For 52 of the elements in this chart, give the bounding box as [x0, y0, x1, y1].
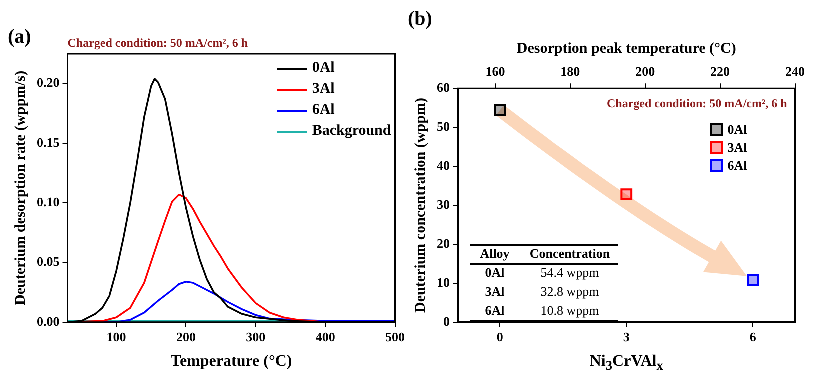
x-tick-label: 500 [386, 330, 405, 345]
y-tick-label: 60 [437, 80, 450, 95]
x-tick-label: 0 [496, 330, 504, 345]
chart-title: (a) [8, 26, 32, 48]
annotation: 6Al [485, 303, 506, 318]
text: Charged condition: 50 mA/cm², 6 h [68, 36, 248, 50]
x2-tick-label: 220 [710, 64, 730, 80]
legend-label: 0Al [728, 120, 748, 139]
x-tick-label: 3 [623, 330, 630, 345]
point [747, 274, 760, 286]
legend-label: 6Al [312, 101, 335, 120]
y-tick-label: 10 [437, 274, 450, 290]
x-tick-label: 400 [316, 330, 336, 345]
x2-tick-label: 200 [636, 64, 656, 80]
annotation: Charged condition: 50 mA/cm², 6 h [606, 96, 788, 111]
point [620, 188, 633, 201]
y-tick-label: 0 [444, 314, 450, 329]
legend-label: Background [312, 122, 392, 141]
point [494, 104, 506, 116]
y-tick-label: 50 [437, 118, 450, 134]
x2-tick-label: 240 [786, 64, 805, 80]
y-tick-label: 0.20 [37, 75, 60, 90]
legend-label: 3Al [728, 138, 748, 157]
chart-title: (b) [408, 8, 432, 30]
y-axis-title: Deuterium concentration (wppm) [412, 98, 429, 313]
annotation: Alloy [480, 246, 510, 262]
x-axis-title: Ni$_{3}$CrVAl$_{x}$ [588, 353, 664, 374]
annotation: 54.4 wppm [540, 265, 600, 280]
y-tick-label: 0.05 [37, 254, 60, 270]
y-tick-label: 40 [437, 158, 450, 173]
x-tick-label: 100 [106, 330, 126, 345]
annotation: 0Al [485, 265, 506, 280]
y-tick-label: 0.10 [37, 194, 60, 210]
annotation: 3Al [485, 284, 506, 300]
legend-label: 3Al [312, 80, 335, 99]
legend-label: 6Al [728, 156, 748, 175]
x-tick-label: 300 [246, 330, 266, 345]
y-axis-title: Deuterium desorption rate (wppm/s) [12, 70, 29, 306]
annotation: Concentration [530, 246, 611, 262]
x-tick-label: 6 [750, 330, 757, 345]
x-axis-title: Temperature (°C) [170, 353, 294, 371]
y-tick-label: 0.15 [37, 134, 60, 150]
annotation: 32.8 wppm [540, 284, 600, 300]
x2-axis-title: Desorption peak temperature (°C) [516, 40, 736, 57]
y-tick-label: 20 [437, 236, 450, 251]
x-tick-label: 200 [176, 330, 196, 345]
y-tick-label: 30 [437, 196, 450, 212]
legend-label: 0Al [312, 59, 335, 78]
annotation: 10.8 wppm [540, 303, 600, 318]
y-tick-label: 0.00 [37, 314, 60, 329]
x2-tick-label: 180 [560, 64, 580, 80]
x2-tick-label: 160 [486, 64, 506, 80]
